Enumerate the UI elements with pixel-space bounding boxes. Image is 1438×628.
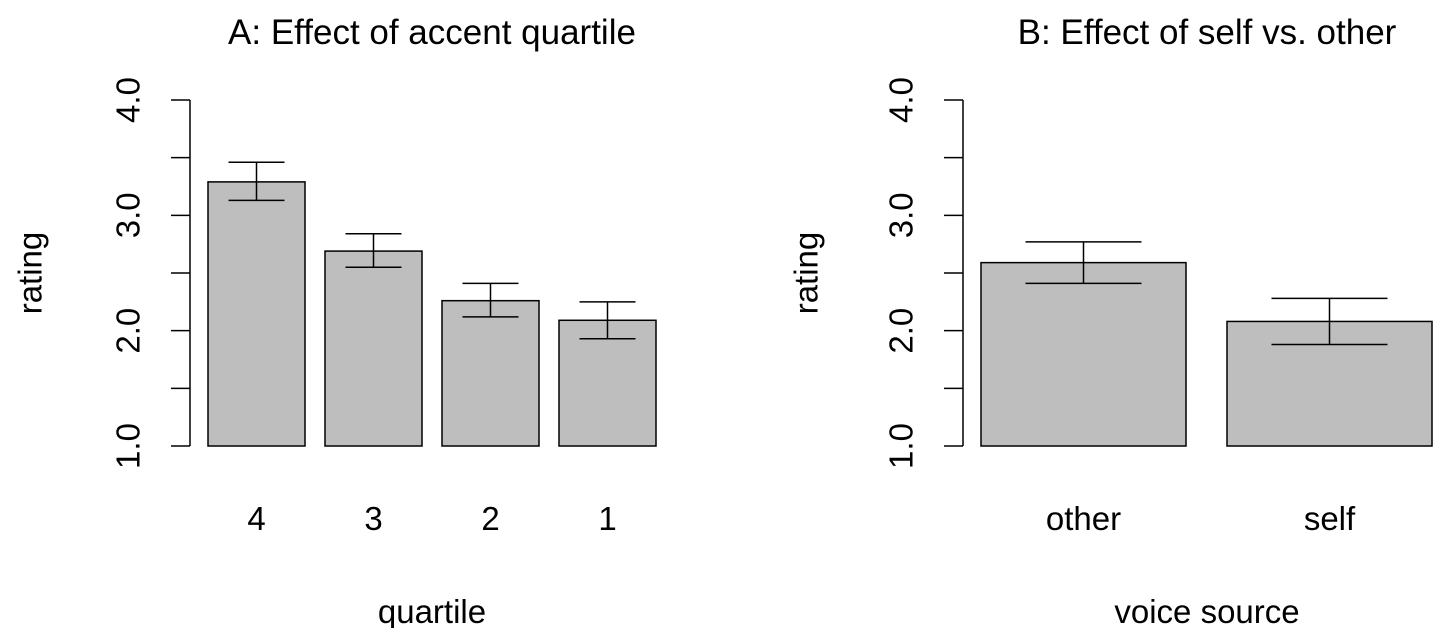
y-axis-label: rating [12, 232, 49, 315]
bar [442, 301, 539, 446]
y-tick-label: 1.0 [110, 423, 147, 469]
x-tick-label: 3 [364, 500, 382, 537]
x-tick-label: self [1304, 500, 1356, 537]
x-axis-label: quartile [378, 593, 486, 628]
y-tick-label: 1.0 [883, 423, 920, 469]
y-axis-label: rating [788, 232, 825, 315]
y-tick-label: 4.0 [110, 77, 147, 123]
x-tick-label: 2 [481, 500, 499, 537]
x-tick-label: 1 [598, 500, 616, 537]
y-tick-label: 3.0 [110, 192, 147, 238]
x-tick-label: other [1046, 500, 1121, 537]
bar [208, 182, 305, 446]
chart-title: A: Effect of accent quartile [228, 13, 636, 52]
x-tick-label: 4 [247, 500, 265, 537]
y-tick-label: 2.0 [883, 308, 920, 354]
x-axis-label: voice source [1114, 593, 1299, 628]
bar [325, 251, 422, 446]
bar [981, 263, 1186, 446]
y-tick-label: 4.0 [883, 77, 920, 123]
chart-title: B: Effect of self vs. other [1018, 13, 1397, 52]
y-tick-label: 2.0 [110, 308, 147, 354]
y-tick-label: 3.0 [883, 192, 920, 238]
